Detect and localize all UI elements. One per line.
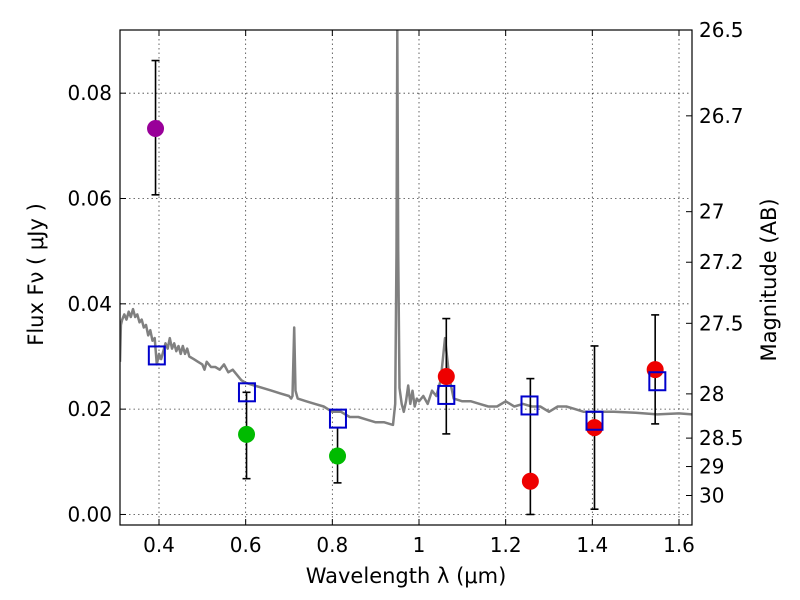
- marker-layer: [147, 59, 667, 516]
- x-tick-label: 0.4: [143, 533, 175, 557]
- magnitude-tick-label: 26.5: [699, 18, 744, 42]
- model-square: [585, 410, 604, 431]
- observed-point: [586, 419, 603, 437]
- y-tick-label: 0.04: [67, 292, 112, 316]
- x-axis-label: Wavelength λ (μm): [306, 564, 507, 588]
- observed-point: [437, 368, 455, 385]
- observed-point: [521, 472, 539, 490]
- model-square: [237, 382, 256, 403]
- tick-layer: 0.4 0.6 0.8 1 1.2 1.4 1.6 0.00 0.02 0.04 0.06 0.08 2…: [67, 18, 743, 557]
- model-square: [147, 345, 166, 366]
- magnitude-tick-label: 27.2: [699, 250, 744, 274]
- observed-point: [147, 119, 165, 137]
- magnitude-tick-label: 27: [699, 200, 724, 224]
- y-tick-label: 0.06: [67, 187, 112, 211]
- observed-point: [329, 447, 347, 465]
- sed-template-line: [120, 30, 692, 427]
- plot-frame: [119, 29, 693, 526]
- y-tick-label: 0.08: [67, 81, 112, 105]
- y-axis-label: Flux Fν ( μJy ): [24, 203, 48, 346]
- grid: [120, 30, 692, 525]
- x-tick-label: 1.2: [490, 533, 522, 557]
- y-tick-label: 0.02: [67, 397, 112, 421]
- magnitude-tick-label: 28.5: [699, 426, 744, 450]
- sed-line-layer: [120, 30, 692, 427]
- model-square: [328, 408, 347, 429]
- x-tick-label: 1.4: [576, 533, 608, 557]
- x-tick-label: 0.6: [230, 533, 262, 557]
- magnitude-tick-label: 28: [699, 382, 724, 406]
- model-square: [520, 395, 539, 416]
- x-tick-label: 1: [413, 533, 426, 557]
- magnitude-axis-label: Magnitude (AB): [757, 198, 781, 361]
- observed-point: [646, 361, 664, 379]
- model-square: [648, 371, 667, 392]
- magnitude-tick-label: 27.5: [699, 311, 744, 335]
- magnitude-tick-label: 30: [699, 484, 724, 508]
- magnitude-tick-label: 26.7: [699, 104, 744, 128]
- observed-point: [238, 425, 256, 443]
- x-tick-label: 1.6: [663, 533, 695, 557]
- magnitude-tick-label: 29: [699, 455, 724, 479]
- model-square: [437, 384, 456, 405]
- x-tick-label: 0.8: [316, 533, 348, 557]
- y-tick-label: 0.00: [67, 502, 112, 526]
